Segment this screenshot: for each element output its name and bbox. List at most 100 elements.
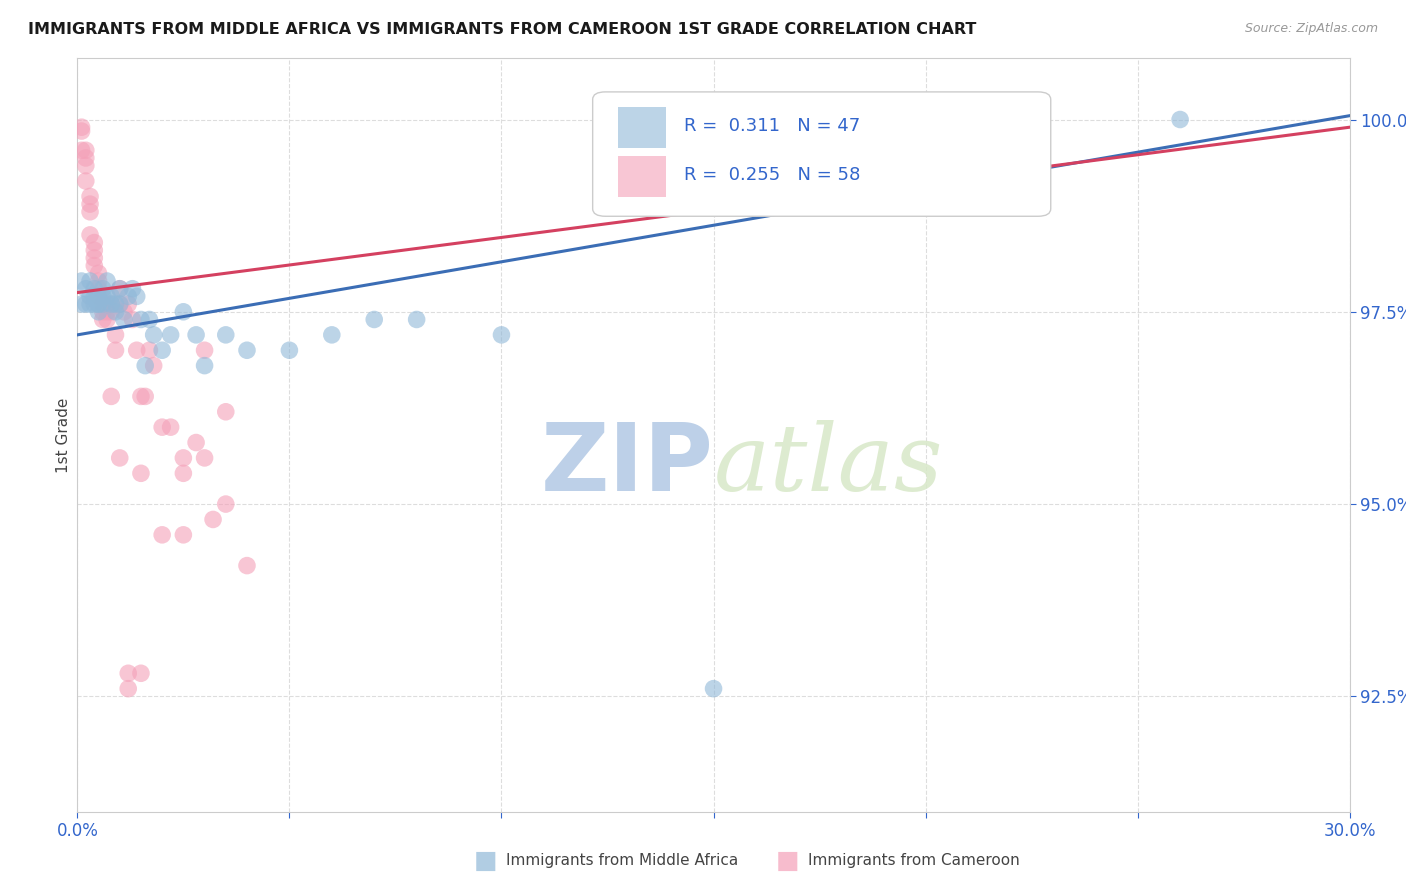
Point [91, 297, 114, 311]
Point [150, 420, 173, 434]
Point [150, 343, 173, 358]
Point [70, 297, 93, 311]
Point [112, 305, 135, 319]
Point [87, 297, 110, 311]
Point [96, 297, 118, 311]
Point [108, 297, 131, 311]
Point [405, 312, 427, 326]
Point [87, 274, 110, 288]
Point [104, 305, 127, 319]
FancyBboxPatch shape [619, 107, 666, 148]
Point [91, 289, 114, 303]
Text: Immigrants from Middle Africa: Immigrants from Middle Africa [506, 854, 738, 868]
Text: ZIP: ZIP [541, 419, 714, 511]
Text: Immigrants from Cameroon: Immigrants from Cameroon [808, 854, 1021, 868]
Point [108, 297, 131, 311]
Point [117, 666, 139, 681]
Point [125, 343, 148, 358]
Point [79, 189, 101, 203]
Point [87, 289, 110, 303]
Point [75, 174, 97, 188]
Point [100, 297, 122, 311]
Point [129, 312, 152, 326]
Point [108, 282, 131, 296]
Point [194, 343, 217, 358]
Point [91, 305, 114, 319]
Point [172, 305, 194, 319]
Point [121, 312, 143, 326]
Point [184, 327, 207, 342]
Point [83, 282, 105, 296]
Point [75, 143, 97, 157]
Point [236, 558, 259, 573]
Text: Source: ZipAtlas.com: Source: ZipAtlas.com [1244, 22, 1378, 36]
Text: IMMIGRANTS FROM MIDDLE AFRICA VS IMMIGRANTS FROM CAMEROON 1ST GRADE CORRELATION : IMMIGRANTS FROM MIDDLE AFRICA VS IMMIGRA… [28, 22, 977, 37]
Point [134, 389, 156, 403]
Point [70, 143, 93, 157]
Point [100, 297, 122, 311]
Y-axis label: 1st Grade: 1st Grade [56, 397, 70, 473]
Text: atlas: atlas [714, 420, 943, 510]
Text: R =  0.311   N = 47: R = 0.311 N = 47 [685, 117, 860, 135]
Point [79, 297, 101, 311]
Point [75, 282, 97, 296]
FancyBboxPatch shape [619, 156, 666, 197]
Point [121, 282, 143, 296]
Point [83, 251, 105, 265]
Point [83, 289, 105, 303]
Point [142, 359, 165, 373]
Point [129, 666, 152, 681]
Point [83, 235, 105, 250]
Point [79, 227, 101, 242]
Point [91, 312, 114, 326]
Point [70, 120, 93, 135]
Point [104, 297, 127, 311]
Point [129, 467, 152, 481]
Point [491, 327, 513, 342]
Point [172, 528, 194, 542]
Point [108, 450, 131, 465]
Point [117, 289, 139, 303]
Point [83, 297, 105, 311]
Point [138, 343, 160, 358]
Point [202, 512, 225, 526]
Text: R =  0.255   N = 58: R = 0.255 N = 58 [685, 166, 860, 184]
Point [112, 312, 135, 326]
Point [194, 450, 217, 465]
Text: ■: ■ [776, 849, 799, 872]
Point [215, 497, 238, 511]
Point [75, 151, 97, 165]
Point [125, 289, 148, 303]
Point [134, 359, 156, 373]
Point [87, 289, 110, 303]
Point [70, 274, 93, 288]
Point [108, 282, 131, 296]
Point [79, 274, 101, 288]
Point [117, 297, 139, 311]
Point [150, 528, 173, 542]
Point [91, 297, 114, 311]
Point [172, 467, 194, 481]
Point [75, 297, 97, 311]
Point [100, 389, 122, 403]
Point [96, 289, 118, 303]
Point [87, 305, 110, 319]
Point [194, 359, 217, 373]
Point [703, 681, 725, 696]
Point [83, 259, 105, 273]
Point [87, 282, 110, 296]
Point [96, 274, 118, 288]
Text: ■: ■ [474, 849, 496, 872]
Point [79, 204, 101, 219]
Point [1168, 112, 1191, 127]
Point [79, 289, 101, 303]
Point [91, 282, 114, 296]
Point [83, 244, 105, 258]
Point [215, 327, 238, 342]
Point [104, 327, 127, 342]
Point [184, 435, 207, 450]
Point [138, 312, 160, 326]
Point [100, 305, 122, 319]
Point [363, 312, 385, 326]
Point [87, 297, 110, 311]
